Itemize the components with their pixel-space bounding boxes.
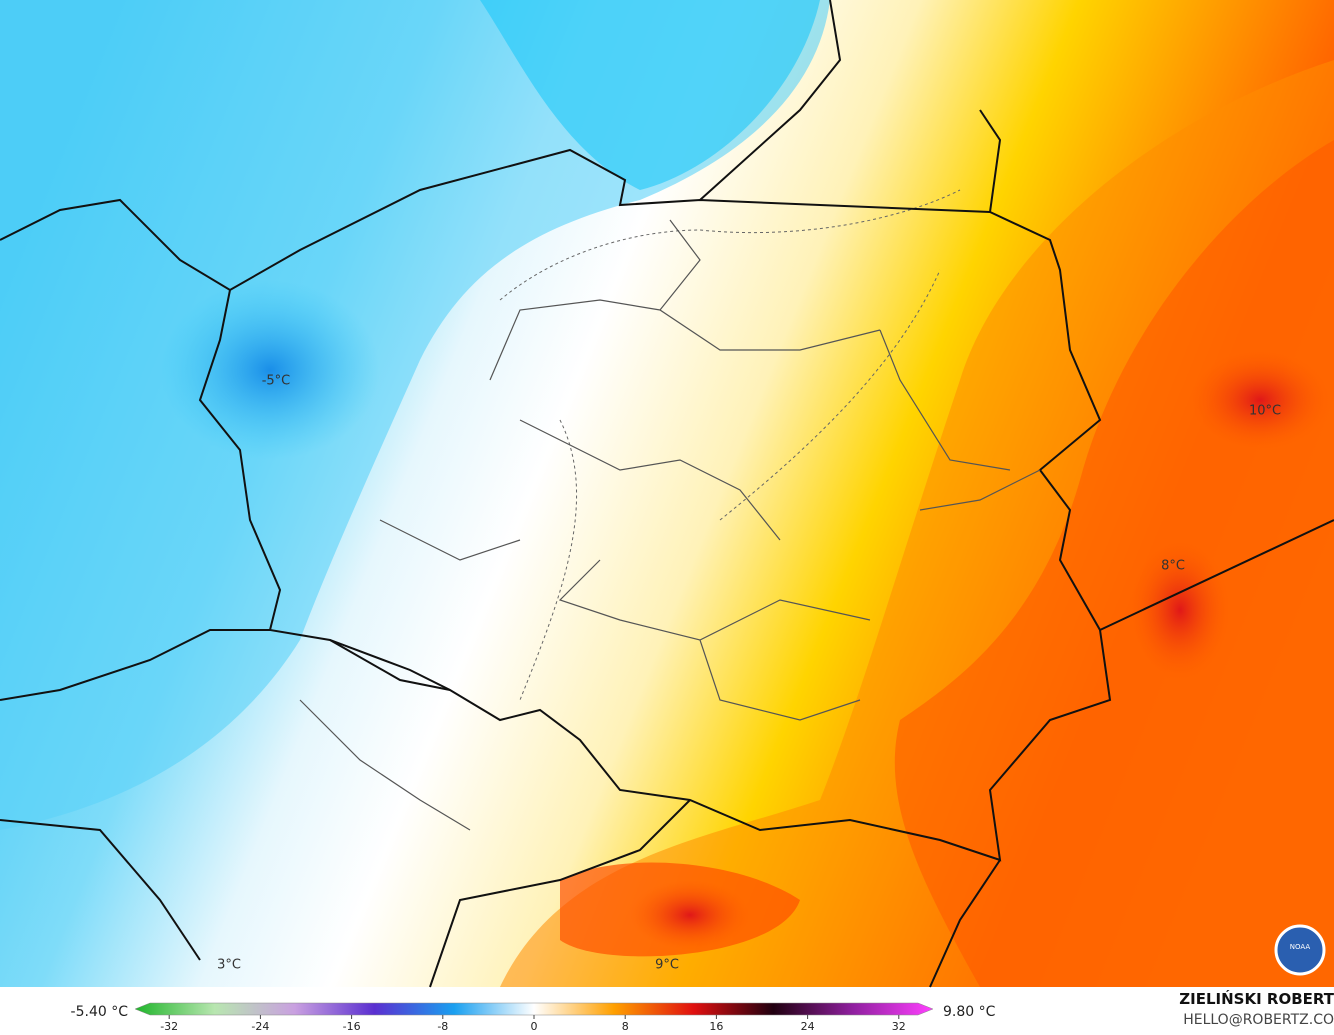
colorbar-tick-label: -16 [343,1020,361,1033]
map-label: -5°C [262,374,291,389]
cold-core [160,280,380,460]
colorbar-max: 9.80 °C [943,1004,996,1020]
colorbar-tick-label: 16 [709,1020,723,1033]
map-label: 8°C [1161,559,1185,574]
colorbar-tick-label: 0 [531,1020,538,1033]
colorbar-tick-label: 8 [622,1020,629,1033]
colorbar-tick-label: 24 [801,1020,815,1033]
isotherm [499,189,961,701]
region-border [299,219,1041,831]
logo-text: NOAA [1290,943,1311,951]
colorbar-tick-label: -32 [160,1020,178,1033]
cold-area [0,0,830,830]
warm-area [894,140,1334,987]
country-border [0,0,1334,988]
colorbar-min: -5.40 °C [71,1004,129,1020]
map-label: 9°C [655,958,679,973]
colorbar-tick-label: -24 [251,1020,269,1033]
warm-core [1130,540,1230,680]
colorbar: -5.40 °C 9.80 °C -32 -24 -16 -8 0 8 16 24 32 [71,1002,996,1033]
colorbar-tick-label: -8 [437,1020,448,1033]
email: HELLO@ROBERTZ.CO [1183,1012,1334,1028]
colorbar-scale [134,1002,934,1016]
country-border [0,148,1112,862]
noaa-logo [1274,924,1326,976]
warm-core [630,880,750,950]
map-label: 10°C [1249,404,1281,419]
cold-area [480,0,820,190]
warm-core [1190,350,1330,450]
map-label: 3°C [217,958,241,973]
map: -5°C 10°C 8°C 3°C 9°C NOAA [0,0,1334,988]
colorbar-tick-label: 32 [892,1020,906,1033]
author: ZIELIŃSKI ROBERT [1179,989,1334,1008]
